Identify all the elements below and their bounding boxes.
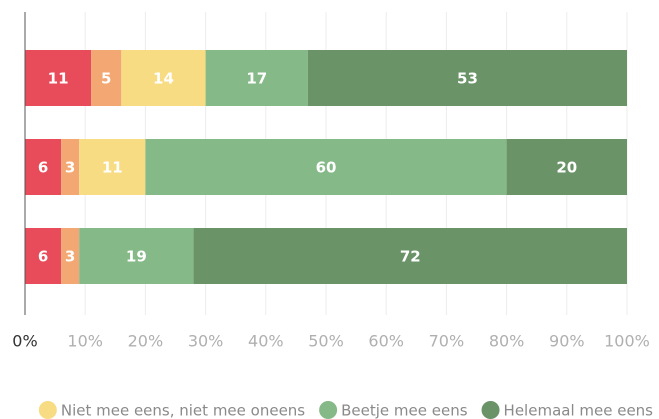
bar-segment [25, 228, 62, 284]
bar-segment [79, 228, 194, 284]
bar-segment [193, 228, 627, 284]
value-label: 72 [400, 248, 421, 266]
x-tick-label: 30% [188, 332, 224, 351]
x-tick-label: 60% [368, 332, 404, 351]
value-label: 3 [65, 248, 75, 266]
value-label: 17 [246, 70, 267, 88]
x-tick-label: 50% [308, 332, 344, 351]
value-label: 11 [102, 159, 123, 177]
x-tick-label: 0% [12, 332, 37, 351]
bar-segment [121, 50, 206, 106]
x-tick-label: 70% [429, 332, 465, 351]
value-label: 14 [153, 70, 174, 88]
value-label: 19 [126, 248, 147, 266]
x-tick-label: 90% [549, 332, 585, 351]
legend-swatch [319, 401, 338, 419]
bar-segment [61, 228, 80, 284]
value-label: 20 [556, 159, 577, 177]
bar-segment [91, 50, 122, 106]
bar-segment [307, 50, 627, 106]
x-tick-label: 40% [248, 332, 284, 351]
legend-label: Helemaal mee eens [504, 402, 654, 419]
value-label: 11 [48, 70, 69, 88]
bar-segment [145, 139, 507, 195]
bar-segment [205, 50, 308, 106]
value-label: 6 [38, 159, 48, 177]
bar-segment [25, 50, 92, 106]
legend-label: Niet mee eens, niet mee oneens [61, 402, 305, 419]
value-label: 3 [65, 159, 75, 177]
bar-segment [61, 139, 80, 195]
legend-swatch [38, 401, 57, 419]
x-tick-label: 20% [128, 332, 164, 351]
x-tick-label: 10% [67, 332, 103, 351]
bar-segment [25, 139, 62, 195]
value-label: 53 [457, 70, 478, 88]
value-label: 5 [101, 70, 111, 88]
bar-segment [79, 139, 146, 195]
x-tick-label: 80% [489, 332, 525, 351]
bar-segment [506, 139, 627, 195]
x-tick-label: 100% [604, 332, 650, 351]
value-label: 60 [316, 159, 337, 177]
value-label: 6 [38, 248, 48, 266]
legend-swatch [481, 401, 500, 419]
legend-label: Beetje mee eens [341, 402, 468, 419]
